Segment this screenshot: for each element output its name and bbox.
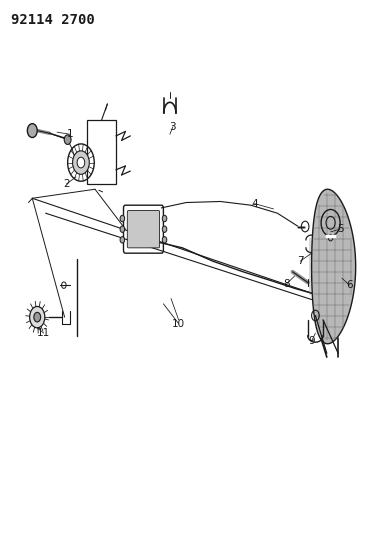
Circle shape [34,312,41,322]
Circle shape [64,135,71,144]
Circle shape [120,226,125,232]
Text: 1: 1 [67,130,74,139]
Polygon shape [87,120,116,184]
FancyBboxPatch shape [127,211,160,248]
FancyBboxPatch shape [124,205,163,253]
Circle shape [30,306,45,328]
Circle shape [27,124,37,138]
Text: 3: 3 [169,122,176,132]
Circle shape [77,157,85,168]
Text: 9: 9 [308,336,315,346]
Circle shape [162,215,167,222]
Text: 6: 6 [346,280,353,290]
Circle shape [162,226,167,232]
Text: 5: 5 [337,224,344,234]
Circle shape [120,237,125,243]
Text: 7: 7 [297,256,304,266]
Text: 10: 10 [172,319,185,328]
Circle shape [162,237,167,243]
Text: 2: 2 [63,179,70,189]
Text: 4: 4 [251,199,258,208]
Circle shape [120,215,125,222]
Text: 8: 8 [283,279,290,288]
Circle shape [73,151,89,174]
Text: 11: 11 [37,328,50,338]
Polygon shape [312,189,356,344]
Text: 92114 2700: 92114 2700 [11,13,95,27]
